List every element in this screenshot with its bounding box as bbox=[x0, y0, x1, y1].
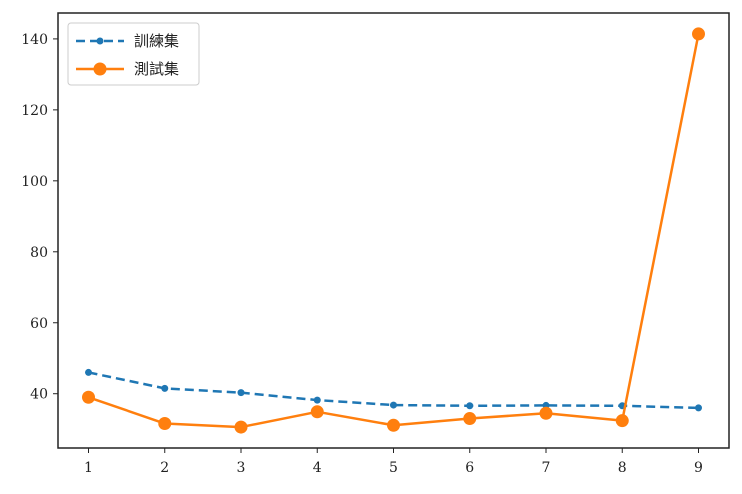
series-2-point bbox=[539, 406, 553, 420]
legend-marker bbox=[93, 62, 107, 76]
series-1-point bbox=[390, 401, 397, 409]
series-2-point bbox=[615, 414, 629, 428]
series-1-point bbox=[85, 368, 92, 376]
x-tick-label: 8 bbox=[618, 460, 627, 476]
x-tick-label: 4 bbox=[313, 460, 322, 476]
y-axis: 40 60 80 100 120 140 bbox=[21, 32, 58, 403]
y-tick-label: 60 bbox=[30, 316, 48, 332]
plot-area bbox=[82, 27, 705, 434]
series-2-point bbox=[234, 420, 248, 434]
series-1-point bbox=[161, 384, 169, 392]
series-2-line bbox=[88, 33, 700, 429]
legend-entry: 測試集 bbox=[76, 60, 179, 78]
y-tick-label: 100 bbox=[21, 174, 48, 190]
x-tick-label: 6 bbox=[465, 460, 474, 476]
legend-marker bbox=[96, 37, 104, 45]
x-tick-label: 9 bbox=[694, 460, 703, 476]
series-1-point bbox=[695, 404, 702, 412]
x-tick-label: 7 bbox=[542, 460, 551, 476]
y-tick-label: 140 bbox=[21, 32, 48, 48]
series-1-point bbox=[237, 389, 245, 397]
series-1 bbox=[85, 368, 702, 412]
legend-entry: 訓練集 bbox=[76, 32, 179, 50]
series-2-point bbox=[82, 390, 95, 404]
series-2-point bbox=[387, 418, 400, 432]
y-tick-label: 120 bbox=[21, 103, 48, 119]
series-2 bbox=[82, 27, 705, 434]
series-2-point bbox=[692, 27, 705, 41]
axes-frame bbox=[57, 12, 730, 449]
x-tick-label: 3 bbox=[237, 460, 246, 476]
x-tick-label: 2 bbox=[160, 460, 169, 476]
x-tick-label: 1 bbox=[84, 460, 93, 476]
x-axis: 1 2 3 4 5 6 7 8 9 bbox=[84, 448, 703, 476]
legend-label: 測試集 bbox=[134, 60, 179, 78]
series-1-point bbox=[466, 402, 474, 410]
legend-label: 訓練集 bbox=[134, 32, 179, 50]
y-tick-label: 40 bbox=[30, 387, 48, 403]
series-2-point bbox=[310, 405, 324, 419]
series-1-line bbox=[88, 371, 699, 410]
series-1-point bbox=[313, 396, 321, 404]
series-2-point bbox=[158, 417, 172, 431]
x-tick-label: 5 bbox=[389, 460, 398, 476]
series-2-point bbox=[463, 412, 477, 426]
y-tick-label: 80 bbox=[30, 245, 48, 261]
